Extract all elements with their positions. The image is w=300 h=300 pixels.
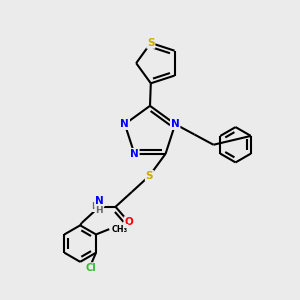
Text: N: N — [120, 119, 129, 129]
Text: S: S — [146, 171, 153, 181]
Text: N: N — [95, 196, 104, 206]
Text: O: O — [124, 217, 133, 227]
Text: N: N — [171, 119, 180, 129]
Text: N: N — [130, 149, 139, 159]
Text: H: H — [95, 206, 103, 215]
Text: S: S — [147, 38, 154, 48]
Text: H: H — [91, 202, 99, 211]
Text: Cl: Cl — [85, 263, 96, 273]
Text: CH₃: CH₃ — [112, 225, 128, 234]
